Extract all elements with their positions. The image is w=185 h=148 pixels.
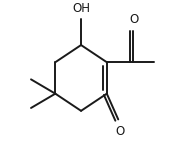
- Text: O: O: [129, 13, 139, 26]
- Text: O: O: [115, 125, 124, 138]
- Text: OH: OH: [72, 2, 90, 15]
